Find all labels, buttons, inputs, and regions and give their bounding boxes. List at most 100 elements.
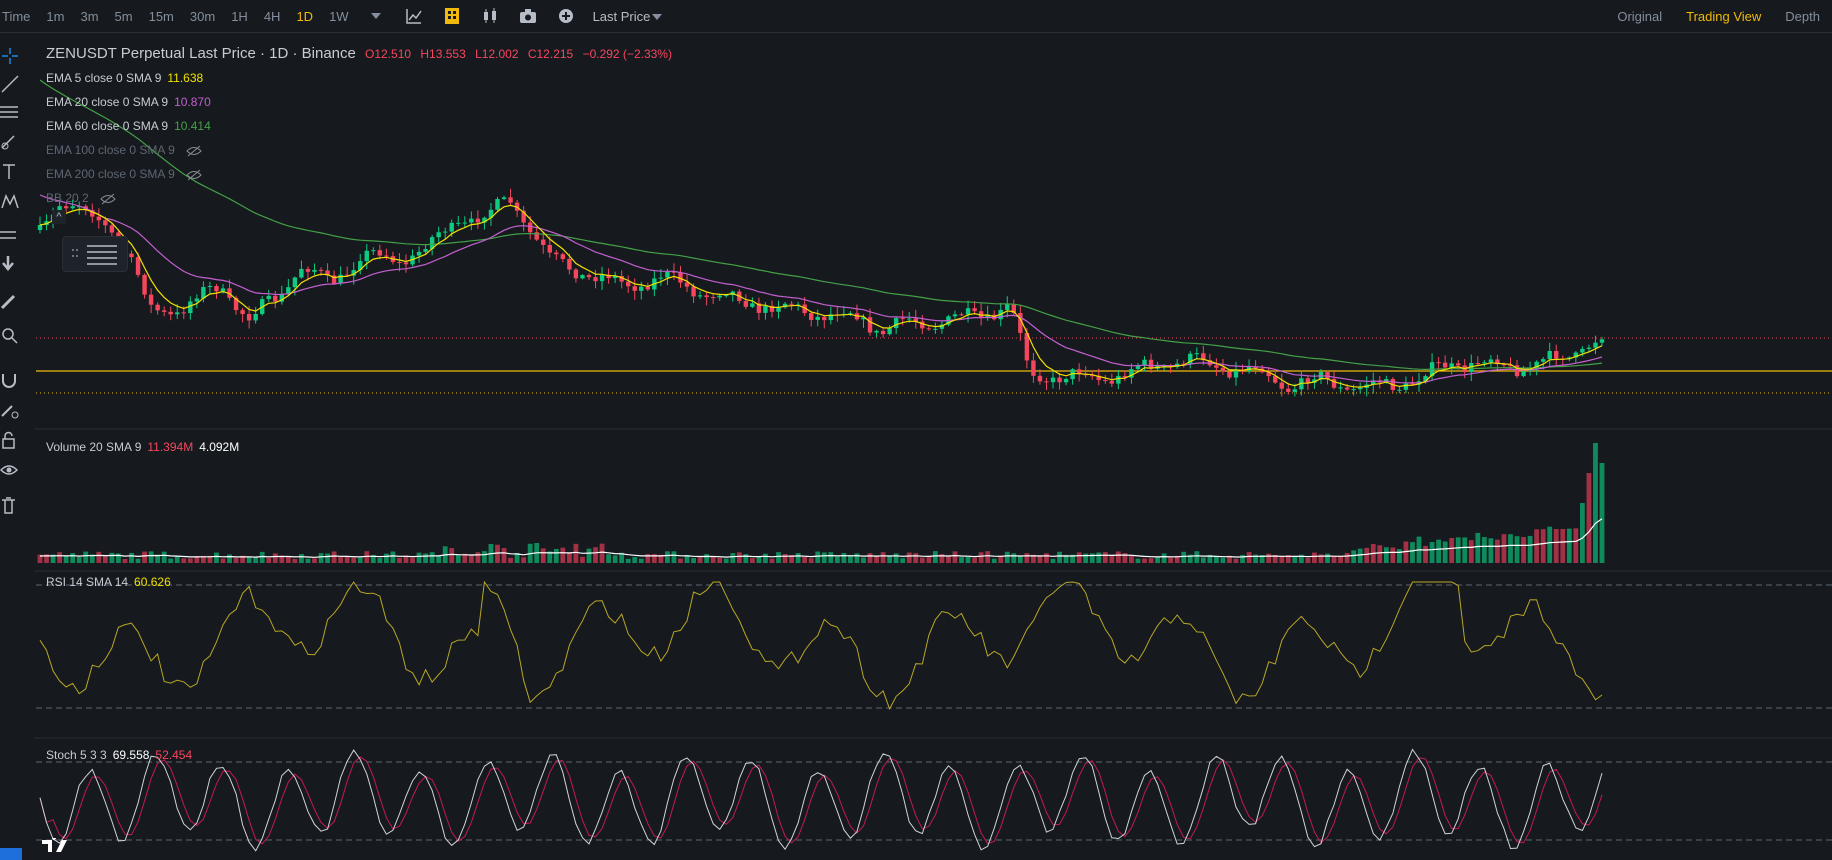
legend-menu-icon[interactable] (63, 237, 127, 271)
volume-bar (743, 554, 749, 563)
hidden-eye-icon[interactable] (186, 169, 202, 181)
volume-bar (1416, 536, 1422, 563)
volume-bar (37, 554, 43, 563)
volume-bar (1429, 542, 1435, 563)
legend-ema20[interactable]: EMA 20 close 0 SMA 9 10.870 (46, 95, 211, 109)
candle-body (371, 250, 376, 252)
volume-bar (965, 556, 971, 563)
interval-30m[interactable]: 30m (189, 8, 216, 24)
hidden-eye-icon[interactable] (186, 145, 202, 157)
volume-bar (423, 553, 428, 563)
candle-body (1063, 379, 1069, 383)
eye-icon[interactable] (0, 460, 20, 480)
volume-bar (318, 553, 324, 563)
interval-4h[interactable]: 4H (263, 8, 281, 24)
interval-5m[interactable]: 5m (114, 8, 133, 24)
legend-settings-box[interactable] (62, 236, 128, 272)
volume-bar (1037, 555, 1043, 563)
crosshair-icon[interactable] (0, 46, 20, 66)
legend-rsi[interactable]: RSI 14 SMA 14 60.626 (46, 575, 171, 589)
rsi-line (39, 580, 1603, 711)
volume-bar (1122, 553, 1128, 563)
volume-bar (547, 551, 553, 563)
volume-bar (1527, 535, 1533, 563)
volume-bar (96, 551, 102, 563)
legend-stoch[interactable]: Stoch 5 3 3 69.558 52.454 (46, 748, 192, 762)
volume-bar (1194, 551, 1200, 563)
candle-body (70, 206, 75, 209)
candle-body (835, 314, 840, 316)
candle-body (1240, 369, 1245, 372)
candle-body (390, 256, 396, 262)
legend-ema100[interactable]: EMA 100 close 0 SMA 9 (46, 143, 202, 157)
legend-bb[interactable]: BB 20 2 (46, 191, 116, 205)
arrow-down-icon[interactable] (0, 254, 20, 274)
volume-bar (919, 557, 925, 563)
trend-line-icon[interactable] (0, 74, 20, 94)
volume-bar (730, 553, 736, 563)
candle-body (1423, 376, 1428, 382)
volume-bar (606, 554, 611, 563)
volume-bar (429, 552, 435, 563)
candle-body (449, 222, 454, 232)
candle-body (1076, 369, 1082, 374)
volume-bar (1089, 553, 1095, 563)
candle-body (142, 274, 147, 295)
indicators-icon[interactable] (403, 5, 425, 27)
candle-body (939, 324, 945, 329)
text-icon[interactable] (0, 162, 20, 182)
view-original[interactable]: Original (1617, 8, 1663, 24)
volume-bar (573, 543, 579, 563)
volume-bar (1312, 552, 1317, 563)
volume-bar (684, 554, 690, 563)
lock-icon[interactable] (0, 430, 20, 450)
volume-bar (1468, 540, 1474, 563)
brush-icon[interactable] (0, 132, 20, 152)
candle-type-icon[interactable] (479, 5, 501, 27)
interval-1h[interactable]: 1H (231, 8, 248, 24)
legend-volume[interactable]: Volume 20 SMA 9 11.394M 4.092M (46, 440, 239, 454)
volume-bar (312, 558, 317, 563)
volume-bar (952, 551, 958, 563)
ruler-icon[interactable] (0, 292, 20, 312)
time-label[interactable]: Time (2, 8, 31, 24)
interval-1m[interactable]: 1m (46, 8, 65, 24)
candle-body (436, 232, 441, 238)
more-intervals-chevron-icon[interactable] (365, 5, 387, 27)
candle-body (214, 285, 219, 292)
volume-bar (495, 544, 500, 563)
interval-1w[interactable]: 1W (329, 8, 349, 24)
volume-bar (266, 557, 272, 563)
legend-ema5[interactable]: EMA 5 close 0 SMA 9 11.638 (46, 71, 203, 85)
interval-1d[interactable]: 1D (296, 8, 314, 24)
camera-icon[interactable] (517, 5, 539, 27)
close-value: C12.215 (527, 47, 574, 61)
view-depth[interactable]: Depth (1785, 8, 1820, 24)
price-type-chevron-icon[interactable] (652, 7, 663, 25)
legend-ema60[interactable]: EMA 60 close 0 SMA 9 10.414 (46, 119, 211, 133)
trash-icon[interactable] (0, 496, 20, 516)
candle-body (1554, 350, 1559, 359)
legend-ema200[interactable]: EMA 200 close 0 SMA 9 (46, 167, 202, 181)
candle-body (188, 301, 193, 314)
pattern-icon[interactable] (0, 192, 20, 212)
horizontal-lines-icon[interactable] (0, 102, 20, 122)
measure-icon[interactable] (0, 224, 20, 244)
interval-15m[interactable]: 15m (148, 8, 174, 24)
interval-3m[interactable]: 3m (80, 8, 99, 24)
collapse-legend-button[interactable]: ^ (52, 210, 66, 224)
magnet-icon[interactable] (0, 370, 20, 390)
candle-body (1312, 379, 1317, 383)
volume-bar (1462, 537, 1468, 563)
chart-layout-icon[interactable] (441, 5, 463, 27)
candle-body (861, 317, 866, 320)
price-type-select[interactable]: Last Price (592, 8, 651, 24)
hidden-eye-icon[interactable] (100, 193, 116, 205)
zoom-icon[interactable] (0, 326, 20, 346)
view-trading-view[interactable]: Trading View (1686, 8, 1762, 24)
lock-drawing-icon[interactable] (0, 400, 20, 420)
add-icon[interactable] (555, 5, 577, 27)
volume-bar (109, 552, 115, 563)
candle-body (1253, 366, 1258, 369)
